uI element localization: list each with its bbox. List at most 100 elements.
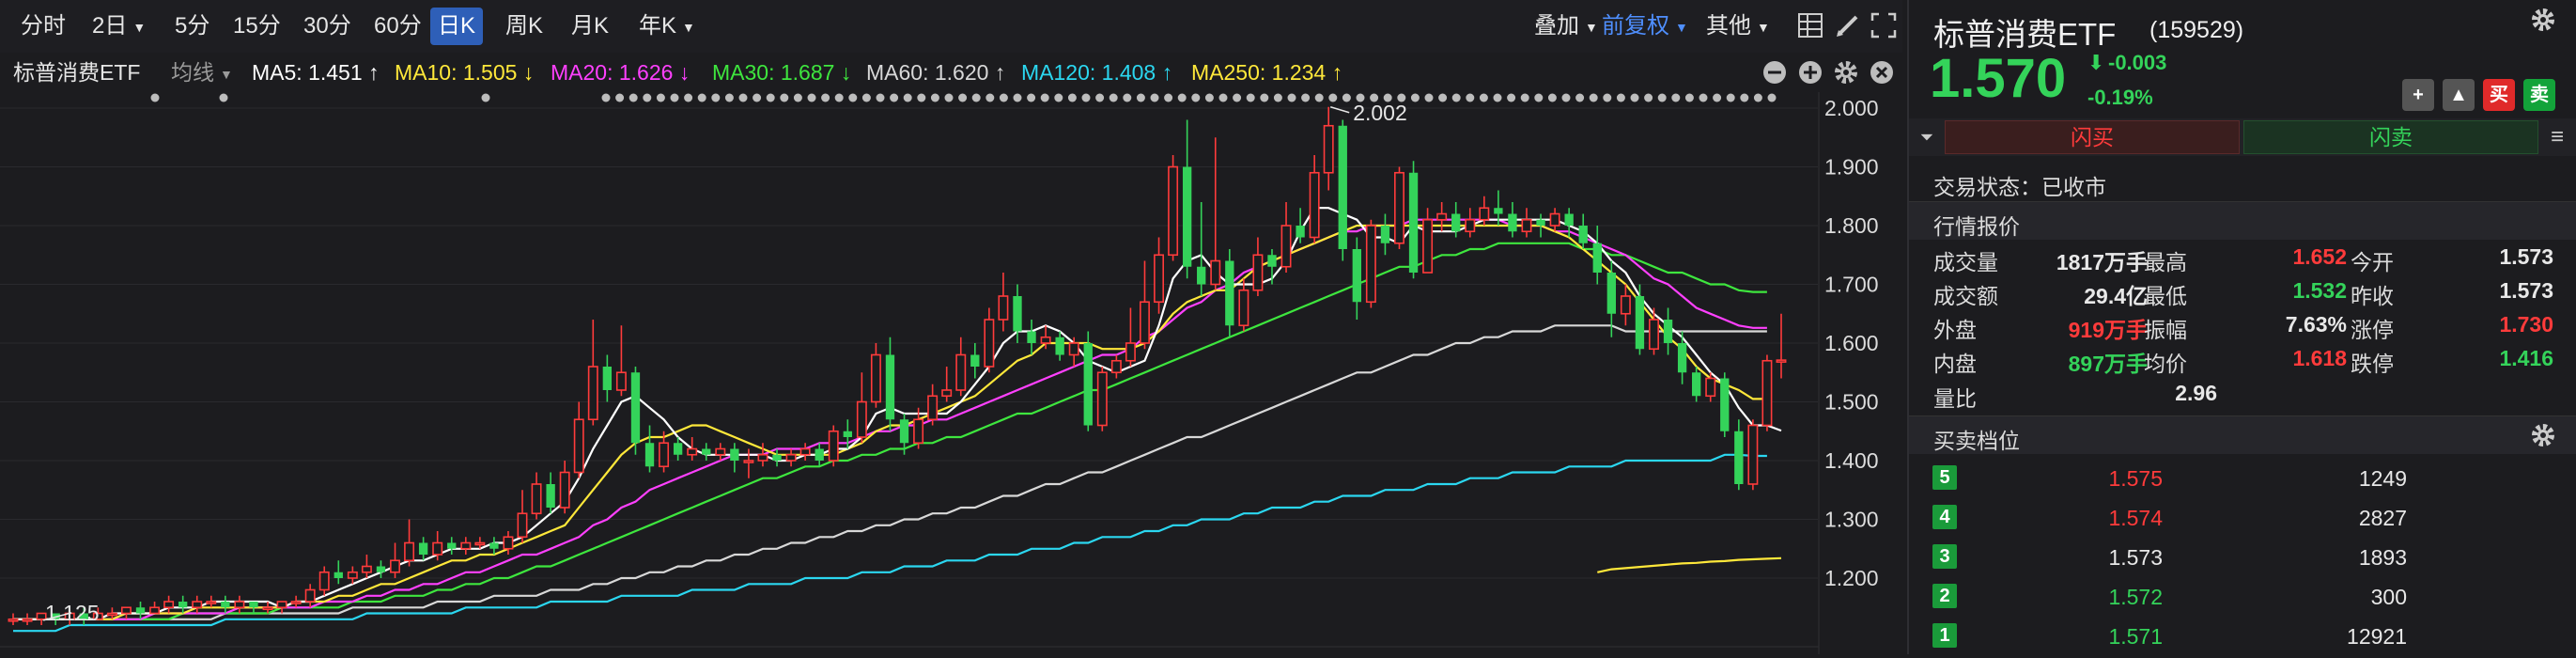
candle-up [1465,208,1476,238]
flash-sell-button[interactable]: 闪卖 [2243,120,2538,154]
close-icon[interactable] [1870,60,1894,85]
event-marker-dot [1397,93,1406,102]
candle-body [1380,226,1390,243]
y-tick-label: 1.200 [1824,566,1879,590]
event-marker-dot [1767,93,1777,102]
event-marker-dot [1424,93,1434,102]
candle-body [799,447,811,456]
candle-body [1140,301,1150,344]
collapse-icon[interactable]: ⏷ [1919,128,1934,147]
orderbook-settings-gear-icon[interactable] [2531,423,2555,447]
buy-button[interactable]: 买 [2483,79,2515,111]
overlay-dropdown[interactable]: 叠加 ▼ [1527,8,1606,45]
event-marker-dot [1040,93,1049,102]
other-dropdown[interactable]: 其他 ▼ [1699,8,1777,45]
event-marker-dot [821,93,830,102]
candle-body [815,448,824,461]
orderbook-price: 1.571 [2108,624,2163,649]
candle-up [1761,354,1773,431]
candle-up [1549,208,1560,232]
candle-up [927,384,939,426]
period-weekly[interactable]: 周K [505,13,544,39]
event-marker-dot [1204,93,1214,102]
event-marker-dot [724,93,734,102]
quote-label: 内盘 [1933,352,1977,376]
period-5min[interactable]: 5分 [175,13,210,39]
period-15min[interactable]: 15分 [233,13,281,39]
candle-body [998,295,1009,321]
candle-down [546,472,555,514]
sell-button[interactable]: 卖 [2523,79,2555,111]
quote-value: 919万手 [2068,318,2148,342]
flash-buy-button[interactable]: 闪买 [1945,120,2240,154]
candle-body [828,430,839,462]
candle-down [1635,284,1645,355]
candle-body [334,572,343,578]
period-yearly[interactable]: 年K ▼ [631,8,703,45]
quote-value: 1.652 [2292,244,2347,269]
quote-label: 最高 [2144,250,2187,274]
ma20-label: MA20: 1.626 ↓ [551,60,691,85]
panel-settings-gear-icon[interactable] [2531,8,2555,32]
security-title: 标普消费ETF [1933,17,2117,52]
event-marker-dot [738,93,748,102]
event-marker-dot [917,93,926,102]
zoom-out-icon[interactable] [1762,60,1787,85]
alert-bell-icon[interactable]: ▲ [2443,79,2475,111]
candle-down [772,448,782,467]
adjust-dropdown[interactable]: 前复权 ▼ [1594,8,1696,45]
ma-mode-dropdown[interactable]: 均线 ▼ [171,58,233,88]
period-30min[interactable]: 30分 [303,13,351,39]
candle-up [1252,237,1264,296]
candle-down [673,437,683,461]
candlestick-chart[interactable]: 2.000 1.900 1.800 1.700 1.600 1.500 1.400 1.300… [0,92,1902,654]
candle-up [347,566,358,585]
orderbook-row[interactable]: 2 1.572 300 [1909,579,2576,619]
orderbook-row[interactable]: 1 1.571 12921 [1909,619,2576,658]
fullscreen-icon[interactable] [1870,11,1898,39]
candle-down [1296,208,1305,243]
event-marker-dot [1109,93,1118,102]
orderbook-row[interactable]: 4 1.574 2827 [1909,500,2576,540]
ma5-line [13,207,1782,620]
candle-body [1663,320,1673,343]
candle-body [1096,371,1108,427]
add-watch-button[interactable]: + [2402,79,2434,111]
period-60min[interactable]: 60分 [374,13,422,39]
menu-icon[interactable]: ≡ [2550,124,2564,149]
draw-pen-icon[interactable] [1834,11,1862,39]
candle-down [1691,367,1701,402]
event-marker-dot [1260,93,1269,102]
grid-layout-icon[interactable] [1796,11,1824,39]
candle-down [1225,249,1234,337]
candle-up [1068,337,1079,367]
candle-down [1536,213,1545,238]
candle-down [815,443,824,467]
period-daily[interactable]: 日K [430,8,484,45]
settings-gear-icon[interactable] [1834,60,1858,85]
orderbook-row[interactable]: 3 1.573 1893 [1909,540,2576,579]
quote-value: 1.573 [2499,278,2553,303]
candle-body [1323,124,1334,174]
period-2day[interactable]: 2日 ▼ [85,8,153,45]
ma120-label: MA120: 1.408 ↑ [1021,60,1173,85]
period-yearly-label: 年K [639,13,677,39]
event-marker-dot [1493,93,1502,102]
candle-body [870,353,881,403]
candle-up [503,531,514,555]
event-marker-dot [1671,93,1681,102]
zoom-in-icon[interactable] [1798,60,1823,85]
event-marker-dot [1740,93,1749,102]
orderbook-row[interactable]: 5 1.575 1249 [1909,461,2576,500]
candle-down [334,560,343,585]
event-marker-dot [1314,93,1324,102]
candle-body [941,389,953,398]
candle-body [22,618,33,622]
event-marker-dot [1067,93,1077,102]
period-intraday[interactable]: 分时 [21,13,66,39]
candle-body [1027,331,1036,343]
candle-up [290,595,302,608]
candle-up [1096,367,1108,431]
candle-down [1720,372,1730,437]
period-monthly[interactable]: 月K [571,13,610,39]
